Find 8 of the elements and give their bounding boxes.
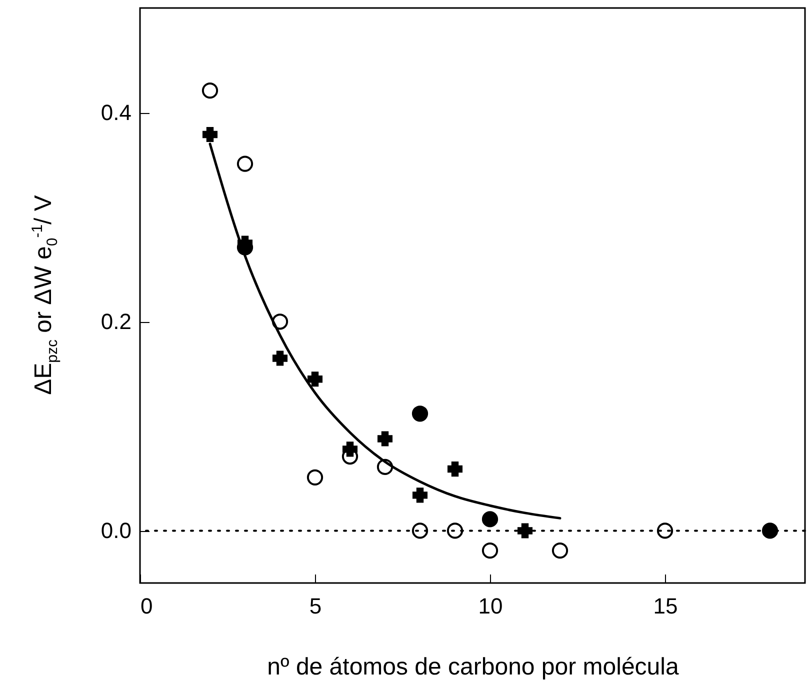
y-tick-label: 0.2 — [100, 309, 132, 334]
x-tick-label: 0 — [140, 594, 153, 618]
x-axis-title: nº de átomos de carbono por molécula — [267, 654, 680, 680]
y-tick-label: 0.4 — [100, 100, 132, 126]
y-tick-label: 0.0 — [100, 518, 132, 544]
x-tick-label: 5 — [309, 594, 322, 618]
x-tick-label: 10 — [478, 594, 503, 618]
x-tick-label: 15 — [653, 594, 678, 618]
